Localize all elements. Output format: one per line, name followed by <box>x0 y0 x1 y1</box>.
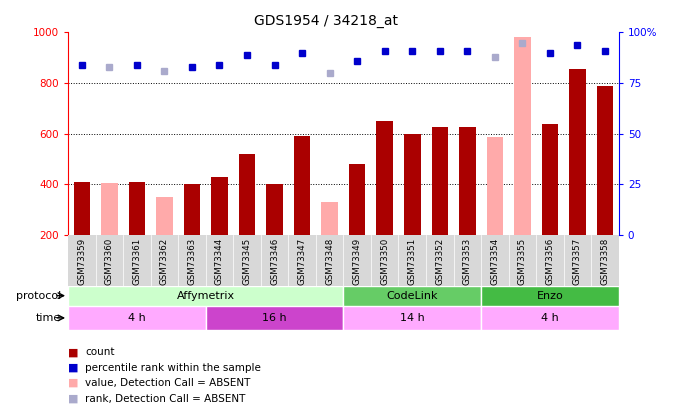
Bar <box>404 134 420 235</box>
Text: GSM73347: GSM73347 <box>298 237 307 285</box>
Bar <box>156 197 173 235</box>
Text: percentile rank within the sample: percentile rank within the sample <box>85 363 261 373</box>
Bar <box>459 127 475 235</box>
Bar <box>239 154 255 235</box>
Text: GSM73351: GSM73351 <box>408 237 417 285</box>
Text: GSM73357: GSM73357 <box>573 237 582 285</box>
Bar <box>481 286 619 306</box>
Text: GSM73363: GSM73363 <box>188 237 197 285</box>
Text: 4 h: 4 h <box>541 313 559 323</box>
Text: GSM73345: GSM73345 <box>243 237 252 285</box>
Text: ■: ■ <box>68 363 78 373</box>
Bar <box>73 182 90 235</box>
Bar <box>129 182 145 235</box>
Bar <box>481 306 619 330</box>
Bar <box>377 121 393 235</box>
Text: GSM73356: GSM73356 <box>545 237 554 285</box>
Text: ■: ■ <box>68 347 78 357</box>
Text: GSM73362: GSM73362 <box>160 237 169 285</box>
Text: GSM73349: GSM73349 <box>353 237 362 285</box>
Text: rank, Detection Call = ABSENT: rank, Detection Call = ABSENT <box>85 394 245 403</box>
Bar <box>322 202 338 235</box>
Bar <box>343 306 481 330</box>
Bar <box>68 286 343 306</box>
Text: GSM73354: GSM73354 <box>490 237 499 285</box>
Text: 4 h: 4 h <box>128 313 146 323</box>
Text: ■: ■ <box>68 378 78 388</box>
Text: GSM73352: GSM73352 <box>435 237 444 285</box>
Text: Enzo: Enzo <box>537 291 563 301</box>
Bar <box>542 124 558 235</box>
Bar <box>294 136 310 235</box>
Text: GSM73358: GSM73358 <box>600 237 609 285</box>
Text: GSM73344: GSM73344 <box>215 237 224 285</box>
Bar <box>101 183 118 235</box>
Text: GSM73346: GSM73346 <box>270 237 279 285</box>
Text: count: count <box>85 347 114 357</box>
Text: GSM73350: GSM73350 <box>380 237 389 285</box>
Text: protocol: protocol <box>16 291 61 301</box>
Text: 16 h: 16 h <box>262 313 287 323</box>
Bar <box>349 164 365 235</box>
Text: value, Detection Call = ABSENT: value, Detection Call = ABSENT <box>85 378 250 388</box>
Bar <box>432 127 448 235</box>
Text: Affymetrix: Affymetrix <box>177 291 235 301</box>
Bar <box>569 69 585 235</box>
Bar <box>68 306 206 330</box>
Bar <box>206 306 343 330</box>
Text: ■: ■ <box>68 394 78 403</box>
Text: GSM73361: GSM73361 <box>133 237 141 285</box>
Bar <box>184 184 200 235</box>
Bar <box>343 286 481 306</box>
Bar <box>487 137 503 235</box>
Bar <box>597 85 613 235</box>
Text: GSM73359: GSM73359 <box>78 237 86 285</box>
Text: GSM73353: GSM73353 <box>463 237 472 285</box>
Text: time: time <box>36 313 61 323</box>
Text: 14 h: 14 h <box>400 313 424 323</box>
Text: GSM73360: GSM73360 <box>105 237 114 285</box>
Bar <box>267 184 283 235</box>
Text: GSM73355: GSM73355 <box>518 237 527 285</box>
Text: CodeLink: CodeLink <box>386 291 438 301</box>
Bar <box>211 177 228 235</box>
Text: GDS1954 / 34218_at: GDS1954 / 34218_at <box>254 14 398 28</box>
Bar <box>514 37 530 235</box>
Text: GSM73348: GSM73348 <box>325 237 334 285</box>
